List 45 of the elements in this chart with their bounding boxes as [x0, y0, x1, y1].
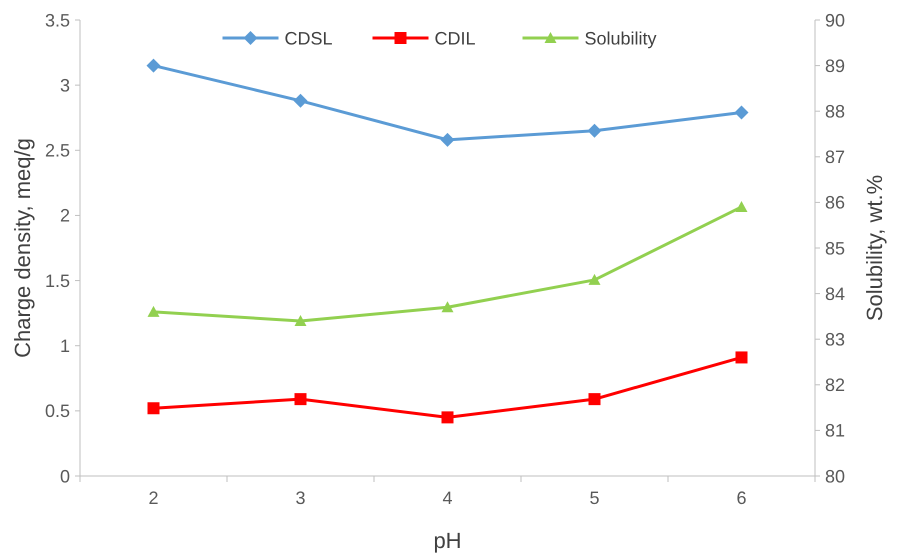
x-tick-label: 5 [589, 488, 600, 508]
y-axis-title: Charge density, meq/g [10, 138, 35, 358]
y-tick-label: 2.5 [44, 140, 70, 161]
y2-tick-label: 85 [825, 238, 846, 258]
point [148, 402, 160, 414]
y-tick-label: 0.5 [44, 401, 70, 422]
point [734, 106, 748, 120]
y2-tick-label: 87 [825, 147, 846, 168]
x-axis-title: pH [433, 528, 462, 553]
x-tick-label: 2 [148, 488, 159, 508]
y2-axis-title: Solubility, wt.% [862, 174, 887, 322]
point [588, 393, 600, 406]
point [440, 132, 454, 147]
y-tick-label: 2 [60, 206, 70, 226]
x-tick-label: 3 [295, 488, 306, 508]
y2-tick-label: 84 [825, 284, 846, 304]
point [148, 306, 160, 317]
point [736, 200, 748, 212]
point [146, 58, 160, 73]
y-tick-label: 1.5 [44, 270, 70, 291]
point [736, 351, 748, 364]
legend-label: CDIL [434, 28, 476, 48]
point [442, 411, 454, 424]
y2-tick-label: 89 [825, 56, 846, 76]
point [294, 393, 306, 406]
x-tick-label: 6 [736, 488, 747, 508]
point [588, 124, 602, 138]
point [294, 314, 306, 326]
y2-tick-label: 80 [825, 466, 846, 486]
y-tick-label: 1 [60, 336, 70, 356]
point [442, 301, 454, 312]
legend-label: CDSL [284, 28, 333, 48]
y2-tick-label: 90 [825, 10, 846, 30]
point [588, 274, 600, 285]
y-tick-label: 3.5 [44, 10, 70, 30]
y2-tick-label: 81 [825, 420, 846, 441]
y2-tick-label: 83 [825, 330, 846, 350]
x-tick-label: 4 [442, 488, 453, 508]
y2-tick-label: 82 [825, 375, 846, 396]
y2-tick-label: 88 [825, 102, 846, 122]
y2-tick-label: 86 [825, 192, 846, 213]
y-tick-label: 3 [60, 75, 70, 96]
legend-label: Solubility [584, 28, 657, 48]
y-tick-label: 0 [60, 466, 70, 486]
point [294, 94, 308, 108]
